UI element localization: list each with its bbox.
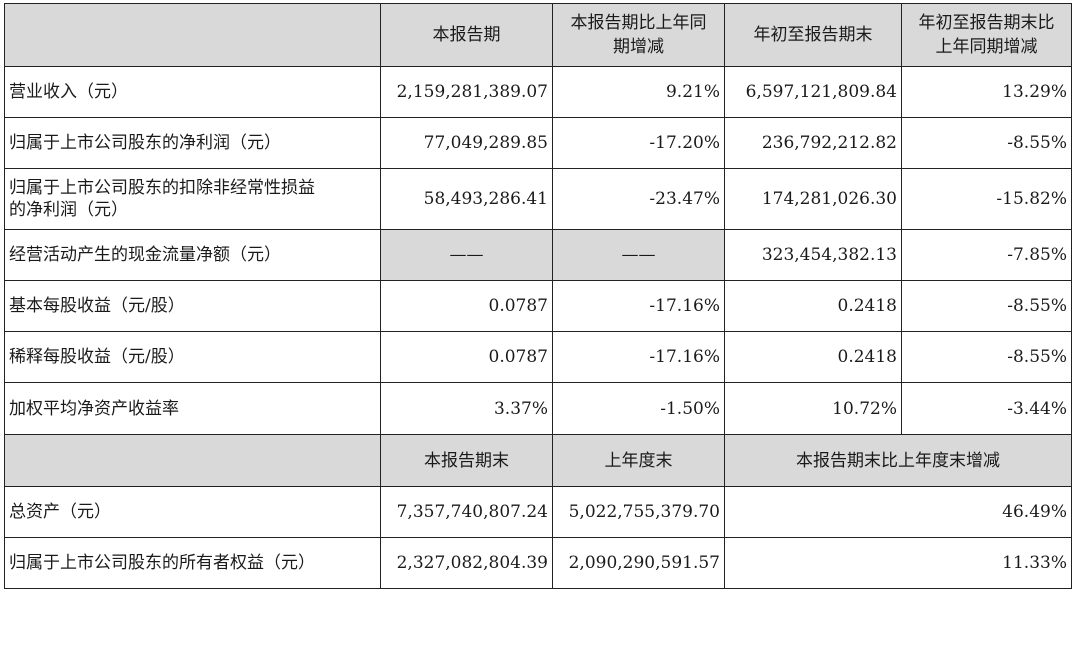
- row-label: 加权平均净资产收益率: [4, 382, 381, 435]
- cell-ytd-yoy-change: -7.85%: [901, 229, 1072, 281]
- cell-yoy-change: -23.47%: [552, 168, 725, 230]
- table-row: 总资产（元） 7,357,740,807.24 5,022,755,379.70…: [4, 486, 1072, 538]
- cell-yoy-change: -17.16%: [552, 331, 725, 383]
- row-label: 总资产（元）: [4, 486, 381, 538]
- cell-current-period: 58,493,286.41: [380, 168, 553, 230]
- header-period-end-vs-last-year-end: 本报告期末比上年度末增减: [724, 434, 1072, 487]
- row-label: 归属于上市公司股东的净利润（元）: [4, 117, 381, 169]
- cell-change: 11.33%: [724, 537, 1072, 589]
- row-label: 经营活动产生的现金流量净额（元）: [4, 229, 381, 281]
- table-row: 归属于上市公司股东的所有者权益（元） 2,327,082,804.39 2,09…: [4, 537, 1072, 589]
- cell-yoy-change: -17.16%: [552, 280, 725, 332]
- cell-change: 46.49%: [724, 486, 1072, 538]
- cell-ytd-yoy-change: -8.55%: [901, 331, 1072, 383]
- row-label: 归属于上市公司股东的扣除非经常性损益 的净利润（元）: [4, 168, 381, 230]
- row-label: 基本每股收益（元/股）: [4, 280, 381, 332]
- header-last-year-end: 上年度末: [552, 434, 725, 487]
- header-ytd: 年初至报告期末: [724, 3, 902, 67]
- cell-ytd: 236,792,212.82: [724, 117, 902, 169]
- cell-current-period: 2,159,281,389.07: [380, 66, 553, 118]
- cell-ytd-yoy-change: -8.55%: [901, 117, 1072, 169]
- row-label: 营业收入（元）: [4, 66, 381, 118]
- cell-current-period-na: ——: [380, 229, 553, 281]
- cell-current-period: 0.0787: [380, 280, 553, 332]
- table-row: 归属于上市公司股东的扣除非经常性损益 的净利润（元） 58,493,286.41…: [4, 168, 1072, 230]
- table-row: 经营活动产生的现金流量净额（元） —— —— 323,454,382.13 -7…: [4, 229, 1072, 281]
- header-period-end: 本报告期末: [380, 434, 553, 487]
- table-row: 加权平均净资产收益率 3.37% -1.50% 10.72% -3.44%: [4, 382, 1072, 435]
- cell-ytd: 6,597,121,809.84: [724, 66, 902, 118]
- financial-summary-table: 本报告期 本报告期比上年同 期增减 年初至报告期末 年初至报告期末比 上年同期增…: [4, 3, 1072, 589]
- cell-ytd: 0.2418: [724, 331, 902, 383]
- cell-period-end: 2,327,082,804.39: [380, 537, 553, 589]
- cell-ytd-yoy-change: -15.82%: [901, 168, 1072, 230]
- cell-ytd-yoy-change: 13.29%: [901, 66, 1072, 118]
- cell-ytd-yoy-change: -3.44%: [901, 382, 1072, 435]
- cell-period-end: 7,357,740,807.24: [380, 486, 553, 538]
- table-header-row: 本报告期 本报告期比上年同 期增减 年初至报告期末 年初至报告期末比 上年同期增…: [4, 3, 1072, 67]
- header-yoy-change: 本报告期比上年同 期增减: [552, 3, 725, 67]
- header-blank: [4, 3, 381, 67]
- table-row: 基本每股收益（元/股） 0.0787 -17.16% 0.2418 -8.55%: [4, 280, 1072, 332]
- cell-yoy-change: -1.50%: [552, 382, 725, 435]
- header-current-period: 本报告期: [380, 3, 553, 67]
- cell-yoy-change: -17.20%: [552, 117, 725, 169]
- cell-ytd: 323,454,382.13: [724, 229, 902, 281]
- cell-current-period: 0.0787: [380, 331, 553, 383]
- table-row: 稀释每股收益（元/股） 0.0787 -17.16% 0.2418 -8.55%: [4, 331, 1072, 383]
- cell-yoy-change: 9.21%: [552, 66, 725, 118]
- cell-ytd: 10.72%: [724, 382, 902, 435]
- cell-ytd: 0.2418: [724, 280, 902, 332]
- subheader-blank: [4, 434, 381, 487]
- cell-current-period: 3.37%: [380, 382, 553, 435]
- table-row: 营业收入（元） 2,159,281,389.07 9.21% 6,597,121…: [4, 66, 1072, 118]
- table-row: 归属于上市公司股东的净利润（元） 77,049,289.85 -17.20% 2…: [4, 117, 1072, 169]
- cell-current-period: 77,049,289.85: [380, 117, 553, 169]
- cell-ytd-yoy-change: -8.55%: [901, 280, 1072, 332]
- table-subheader-row: 本报告期末 上年度末 本报告期末比上年度末增减: [4, 434, 1072, 487]
- row-label: 稀释每股收益（元/股）: [4, 331, 381, 383]
- cell-ytd: 174,281,026.30: [724, 168, 902, 230]
- row-label: 归属于上市公司股东的所有者权益（元）: [4, 537, 381, 589]
- cell-yoy-change-na: ——: [552, 229, 725, 281]
- header-ytd-yoy-change: 年初至报告期末比 上年同期增减: [901, 3, 1072, 67]
- cell-last-year-end: 5,022,755,379.70: [552, 486, 725, 538]
- cell-last-year-end: 2,090,290,591.57: [552, 537, 725, 589]
